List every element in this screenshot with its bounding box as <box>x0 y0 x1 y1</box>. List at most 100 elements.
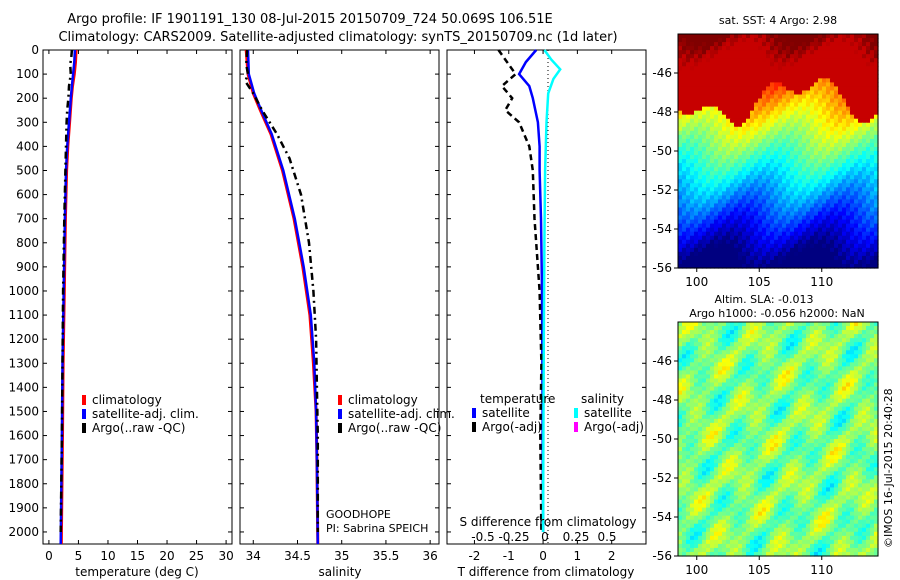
heat-cell <box>742 219 747 225</box>
heat-cell <box>822 235 827 241</box>
heat-cell <box>682 138 687 144</box>
heat-cell <box>830 187 835 192</box>
heat-cell <box>822 455 827 460</box>
heat-cell <box>806 207 811 213</box>
heat-cell <box>714 46 719 51</box>
heat-cell <box>858 354 863 359</box>
heat-cell <box>758 163 763 168</box>
heat-cell <box>726 215 731 221</box>
heat-cell <box>778 130 783 136</box>
heat-cell <box>786 70 791 75</box>
heat-cell <box>754 239 759 245</box>
heat-cell <box>862 326 867 331</box>
heat-cell <box>790 247 795 253</box>
heat-cell <box>758 418 763 424</box>
heat-cell <box>742 463 747 468</box>
heat-cell <box>758 110 763 116</box>
heat-cell <box>842 346 847 351</box>
heat-cell <box>726 151 731 156</box>
heat-cell <box>814 58 819 63</box>
heat-cell <box>750 195 755 201</box>
heat-cell <box>702 171 707 176</box>
heat-cell <box>734 98 739 104</box>
heat-cell <box>742 211 747 217</box>
heat-cell <box>718 163 723 168</box>
heat-cell <box>858 402 863 408</box>
heat-cell <box>782 455 787 460</box>
heat-cell <box>682 94 687 100</box>
salinity-panel: 34 34.5 35 35.5 36 salinity climatologysatel… <box>239 49 455 579</box>
heat-cell <box>706 167 711 172</box>
heat-cell <box>834 414 839 420</box>
heat-cell <box>818 346 823 351</box>
heat-cell <box>738 334 743 339</box>
heat-cell <box>762 219 767 225</box>
heat-cell <box>718 422 723 428</box>
heat-cell <box>754 155 759 160</box>
heat-cell <box>778 434 783 440</box>
heat-cell <box>850 382 855 388</box>
heat-cell <box>790 239 795 245</box>
heat-cell <box>854 191 859 196</box>
heat-cell <box>830 455 835 460</box>
heat-cell <box>710 366 715 372</box>
heat-cell <box>782 66 787 71</box>
heat-cell <box>834 134 839 140</box>
heat-cell <box>842 451 847 456</box>
heat-cell <box>766 374 771 380</box>
heat-cell <box>822 418 827 424</box>
heat-cell <box>714 386 719 392</box>
heat-cell <box>790 354 795 359</box>
heat-cell <box>798 235 803 241</box>
heat-cell <box>798 187 803 192</box>
heat-cell <box>786 410 791 416</box>
heat-cell <box>686 374 691 380</box>
heat-cell <box>694 46 699 51</box>
heat-cell <box>698 402 703 408</box>
heat-cell <box>706 138 711 144</box>
heat-cell <box>754 223 759 229</box>
heat-cell <box>690 203 695 209</box>
heat-cell <box>842 394 847 400</box>
heat-cell <box>702 386 707 392</box>
heat-cell <box>846 134 851 140</box>
heat-cell <box>734 366 739 372</box>
heat-cell <box>742 467 747 472</box>
heat-cell <box>746 183 751 188</box>
heat-cell <box>742 126 747 132</box>
heat-cell <box>718 90 723 96</box>
heat-cell <box>862 263 867 269</box>
heat-cell <box>846 54 851 59</box>
heat-cell <box>862 118 867 124</box>
heat-cell <box>718 447 723 452</box>
heat-cell <box>750 38 755 43</box>
heat-cell <box>698 463 703 468</box>
heat-cell <box>702 94 707 100</box>
heat-cell <box>822 434 827 440</box>
heat-cell <box>702 191 707 196</box>
heat-cell <box>750 74 755 79</box>
heat-cell <box>722 110 727 116</box>
heat-cell <box>818 138 823 144</box>
heat-cell <box>818 203 823 209</box>
heat-cell <box>690 138 695 144</box>
heat-cell <box>774 223 779 229</box>
heat-cell <box>822 78 827 84</box>
x-tick-label-0-4: 20 <box>159 549 174 563</box>
heat-cell <box>830 167 835 172</box>
heat-cell <box>702 439 707 444</box>
heat-cell <box>814 179 819 184</box>
heat-cell <box>702 38 707 43</box>
heat-cell <box>814 430 819 436</box>
heat-cell <box>858 102 863 108</box>
heat-cell <box>862 187 867 192</box>
heat-cell <box>778 34 783 39</box>
heat-cell <box>858 463 863 468</box>
heat-cell <box>862 94 867 100</box>
heat-cell <box>810 199 815 205</box>
heat-cell <box>766 70 771 75</box>
heat-cell <box>678 70 683 75</box>
heat-cell <box>846 183 851 188</box>
heat-cell <box>802 118 807 124</box>
heat-cell <box>766 235 771 241</box>
